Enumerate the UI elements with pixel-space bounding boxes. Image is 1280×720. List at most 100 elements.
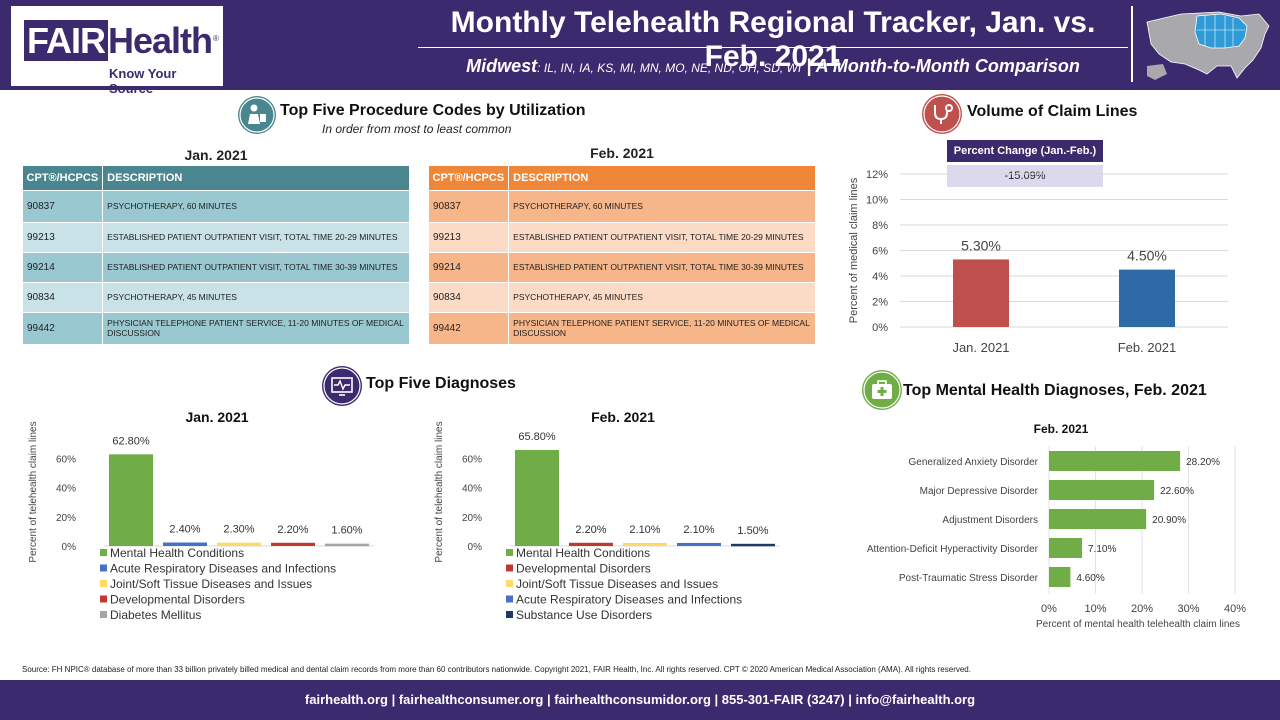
column-header-description: DESCRIPTION — [102, 166, 410, 190]
table-row: 99213 ESTABLISHED PATIENT OUTPATIENT VISI… — [21, 221, 410, 253]
bar — [731, 543, 775, 547]
procedure-code: 99442 — [427, 311, 510, 345]
data-label: 28.20% — [1186, 457, 1220, 468]
y-tick-label: 40% — [56, 484, 76, 495]
diagnoses-feb-chart: Feb. 2021 Percent of telehealth claim lin… — [434, 409, 780, 622]
source-note: Source: FH NPIC® database of more than 3… — [22, 665, 971, 674]
y-tick-label: 60% — [56, 454, 76, 465]
legend-swatch — [100, 595, 107, 603]
procedure-description: PSYCHOTHERAPY, 45 MINUTES — [508, 281, 816, 313]
procedure-code: 90834 — [427, 281, 510, 313]
legend-label: Mental Health Conditions — [110, 546, 244, 560]
data-label: 4.60% — [1076, 573, 1104, 584]
procedure-description: PHYSICIAN TELEPHONE PATIENT SERVICE, 11-… — [102, 311, 410, 345]
us-map-icon — [1146, 11, 1270, 80]
bar — [1049, 538, 1083, 558]
chart-title: Feb. 2021 — [591, 409, 655, 425]
procedure-code: 90834 — [21, 281, 104, 313]
bar — [677, 542, 721, 546]
legend-swatch — [100, 580, 107, 587]
procedure-code: 90837 — [21, 189, 104, 223]
volume-title: Volume of Claim Lines — [967, 103, 1138, 120]
legend-swatch — [100, 611, 107, 618]
procedures-jan-title: Jan. 2021 — [184, 147, 248, 163]
procedure-description: ESTABLISHED PATIENT OUTPATIENT VISIT, TO… — [508, 221, 816, 253]
x-axis-label: Percent of mental health telehealth clai… — [1036, 619, 1240, 630]
table-row: 99442 PHYSICIAN TELEPHONE PATIENT SERVICE… — [427, 311, 816, 345]
data-label: 65.80% — [518, 431, 556, 443]
data-label: 2.20% — [575, 524, 606, 536]
procedure-code: 99214 — [21, 251, 104, 283]
procedure-description: PSYCHOTHERAPY, 45 MINUTES — [102, 281, 410, 313]
procedure-description: PSYCHOTHERAPY, 60 MINUTES — [508, 189, 816, 223]
table-row: 99213 ESTABLISHED PATIENT OUTPATIENT VISI… — [427, 221, 816, 253]
x-tick-label: 30% — [1177, 603, 1199, 615]
category-label: Major Depressive Disorder — [920, 486, 1039, 497]
procedure-doctor-icon — [238, 96, 276, 134]
logo-wordmark: FAIRHealth — [24, 20, 213, 62]
procedure-code: 90837 — [427, 189, 510, 223]
table-row: 90834 PSYCHOTHERAPY, 45 MINUTES — [427, 281, 816, 313]
bar — [1119, 269, 1175, 327]
y-tick-label: 0% — [62, 542, 77, 553]
table-header-row: CPT®/HCPCS DESCRIPTION — [428, 166, 816, 190]
x-tick-label: 20% — [1131, 603, 1153, 615]
stethoscope-icon — [922, 94, 962, 134]
legend-label: Acute Respiratory Diseases and Infection… — [110, 562, 336, 576]
footer-contact-links[interactable]: fairhealth.org | fairhealthconsumer.org … — [0, 680, 1280, 720]
category-label: Generalized Anxiety Disorder — [908, 457, 1038, 468]
y-tick-label: 0% — [872, 322, 888, 334]
y-tick-label: 0% — [468, 542, 483, 553]
column-header-code: CPT®/HCPCS — [22, 166, 104, 190]
legend-swatch — [100, 564, 107, 572]
y-tick-label: 40% — [462, 484, 482, 495]
table-row: 99442 PHYSICIAN TELEPHONE PATIENT SERVICE… — [21, 311, 410, 345]
x-tick-label: 10% — [1084, 603, 1106, 615]
procedure-description: ESTABLISHED PATIENT OUTPATIENT VISIT, TO… — [102, 221, 410, 253]
page-subtitle: Midwest: IL, IN, IA, KS, MI, MN, MO, NE,… — [418, 56, 1128, 77]
table-header-row: CPT®/HCPCS DESCRIPTION — [22, 166, 410, 190]
data-label: 2.30% — [223, 524, 254, 536]
legend-swatch — [100, 549, 107, 556]
chart-title: Feb. 2021 — [1034, 422, 1089, 436]
legend-label: Joint/Soft Tissue Diseases and Issues — [110, 577, 312, 591]
chart-title: Jan. 2021 — [185, 409, 248, 425]
header-divider — [1131, 6, 1133, 82]
y-axis-label: Percent of telehealth claim lines — [28, 421, 39, 562]
data-label: 1.60% — [331, 525, 362, 537]
bar — [1049, 567, 1071, 587]
y-tick-label: 6% — [872, 246, 888, 258]
procedure-code: 99213 — [21, 221, 104, 253]
y-axis-label: Percent of medical claim lines — [848, 177, 860, 323]
legend-swatch — [506, 580, 513, 587]
title-divider — [418, 47, 1128, 48]
bar — [1049, 509, 1147, 529]
y-tick-label: 20% — [462, 513, 482, 524]
diagnoses-jan-chart: Jan. 2021 Percent of telehealth claim lin… — [28, 409, 374, 622]
procedure-description: PHYSICIAN TELEPHONE PATIENT SERVICE, 11-… — [508, 311, 816, 345]
legend-label: Acute Respiratory Diseases and Infection… — [516, 593, 742, 607]
y-tick-label: 60% — [462, 454, 482, 465]
fair-health-logo[interactable]: FAIRHealth ® Know Your Source — [11, 6, 223, 96]
logo-word-health: Health — [108, 20, 213, 61]
procedure-description: ESTABLISHED PATIENT OUTPATIENT VISIT, TO… — [102, 251, 410, 283]
header-banner: FAIRHealth ® Know Your Source Monthly Te… — [0, 0, 1280, 96]
bar — [271, 542, 315, 546]
registered-mark: ® — [213, 34, 219, 43]
legend-label: Developmental Disorders — [516, 562, 651, 576]
y-axis-label: Percent of telehealth claim lines — [434, 421, 445, 562]
data-label: 2.20% — [277, 524, 308, 536]
x-tick-label: Jan. 2021 — [952, 340, 1009, 355]
logo-tagline: Know Your Source — [109, 66, 177, 96]
legend-swatch — [506, 549, 513, 556]
y-tick-label: 10% — [866, 195, 888, 207]
category-label: Post-Traumatic Stress Disorder — [899, 573, 1039, 584]
bar — [953, 259, 1009, 327]
x-tick-label: Feb. 2021 — [1118, 340, 1177, 355]
page-title: Monthly Telehealth Regional Tracker, Jan… — [450, 6, 1096, 73]
procedure-code: 99214 — [427, 251, 510, 283]
data-label: 7.10% — [1088, 544, 1116, 555]
legend-swatch — [506, 611, 513, 618]
bar — [515, 449, 559, 546]
diagnoses-title: Top Five Diagnoses — [366, 375, 516, 392]
